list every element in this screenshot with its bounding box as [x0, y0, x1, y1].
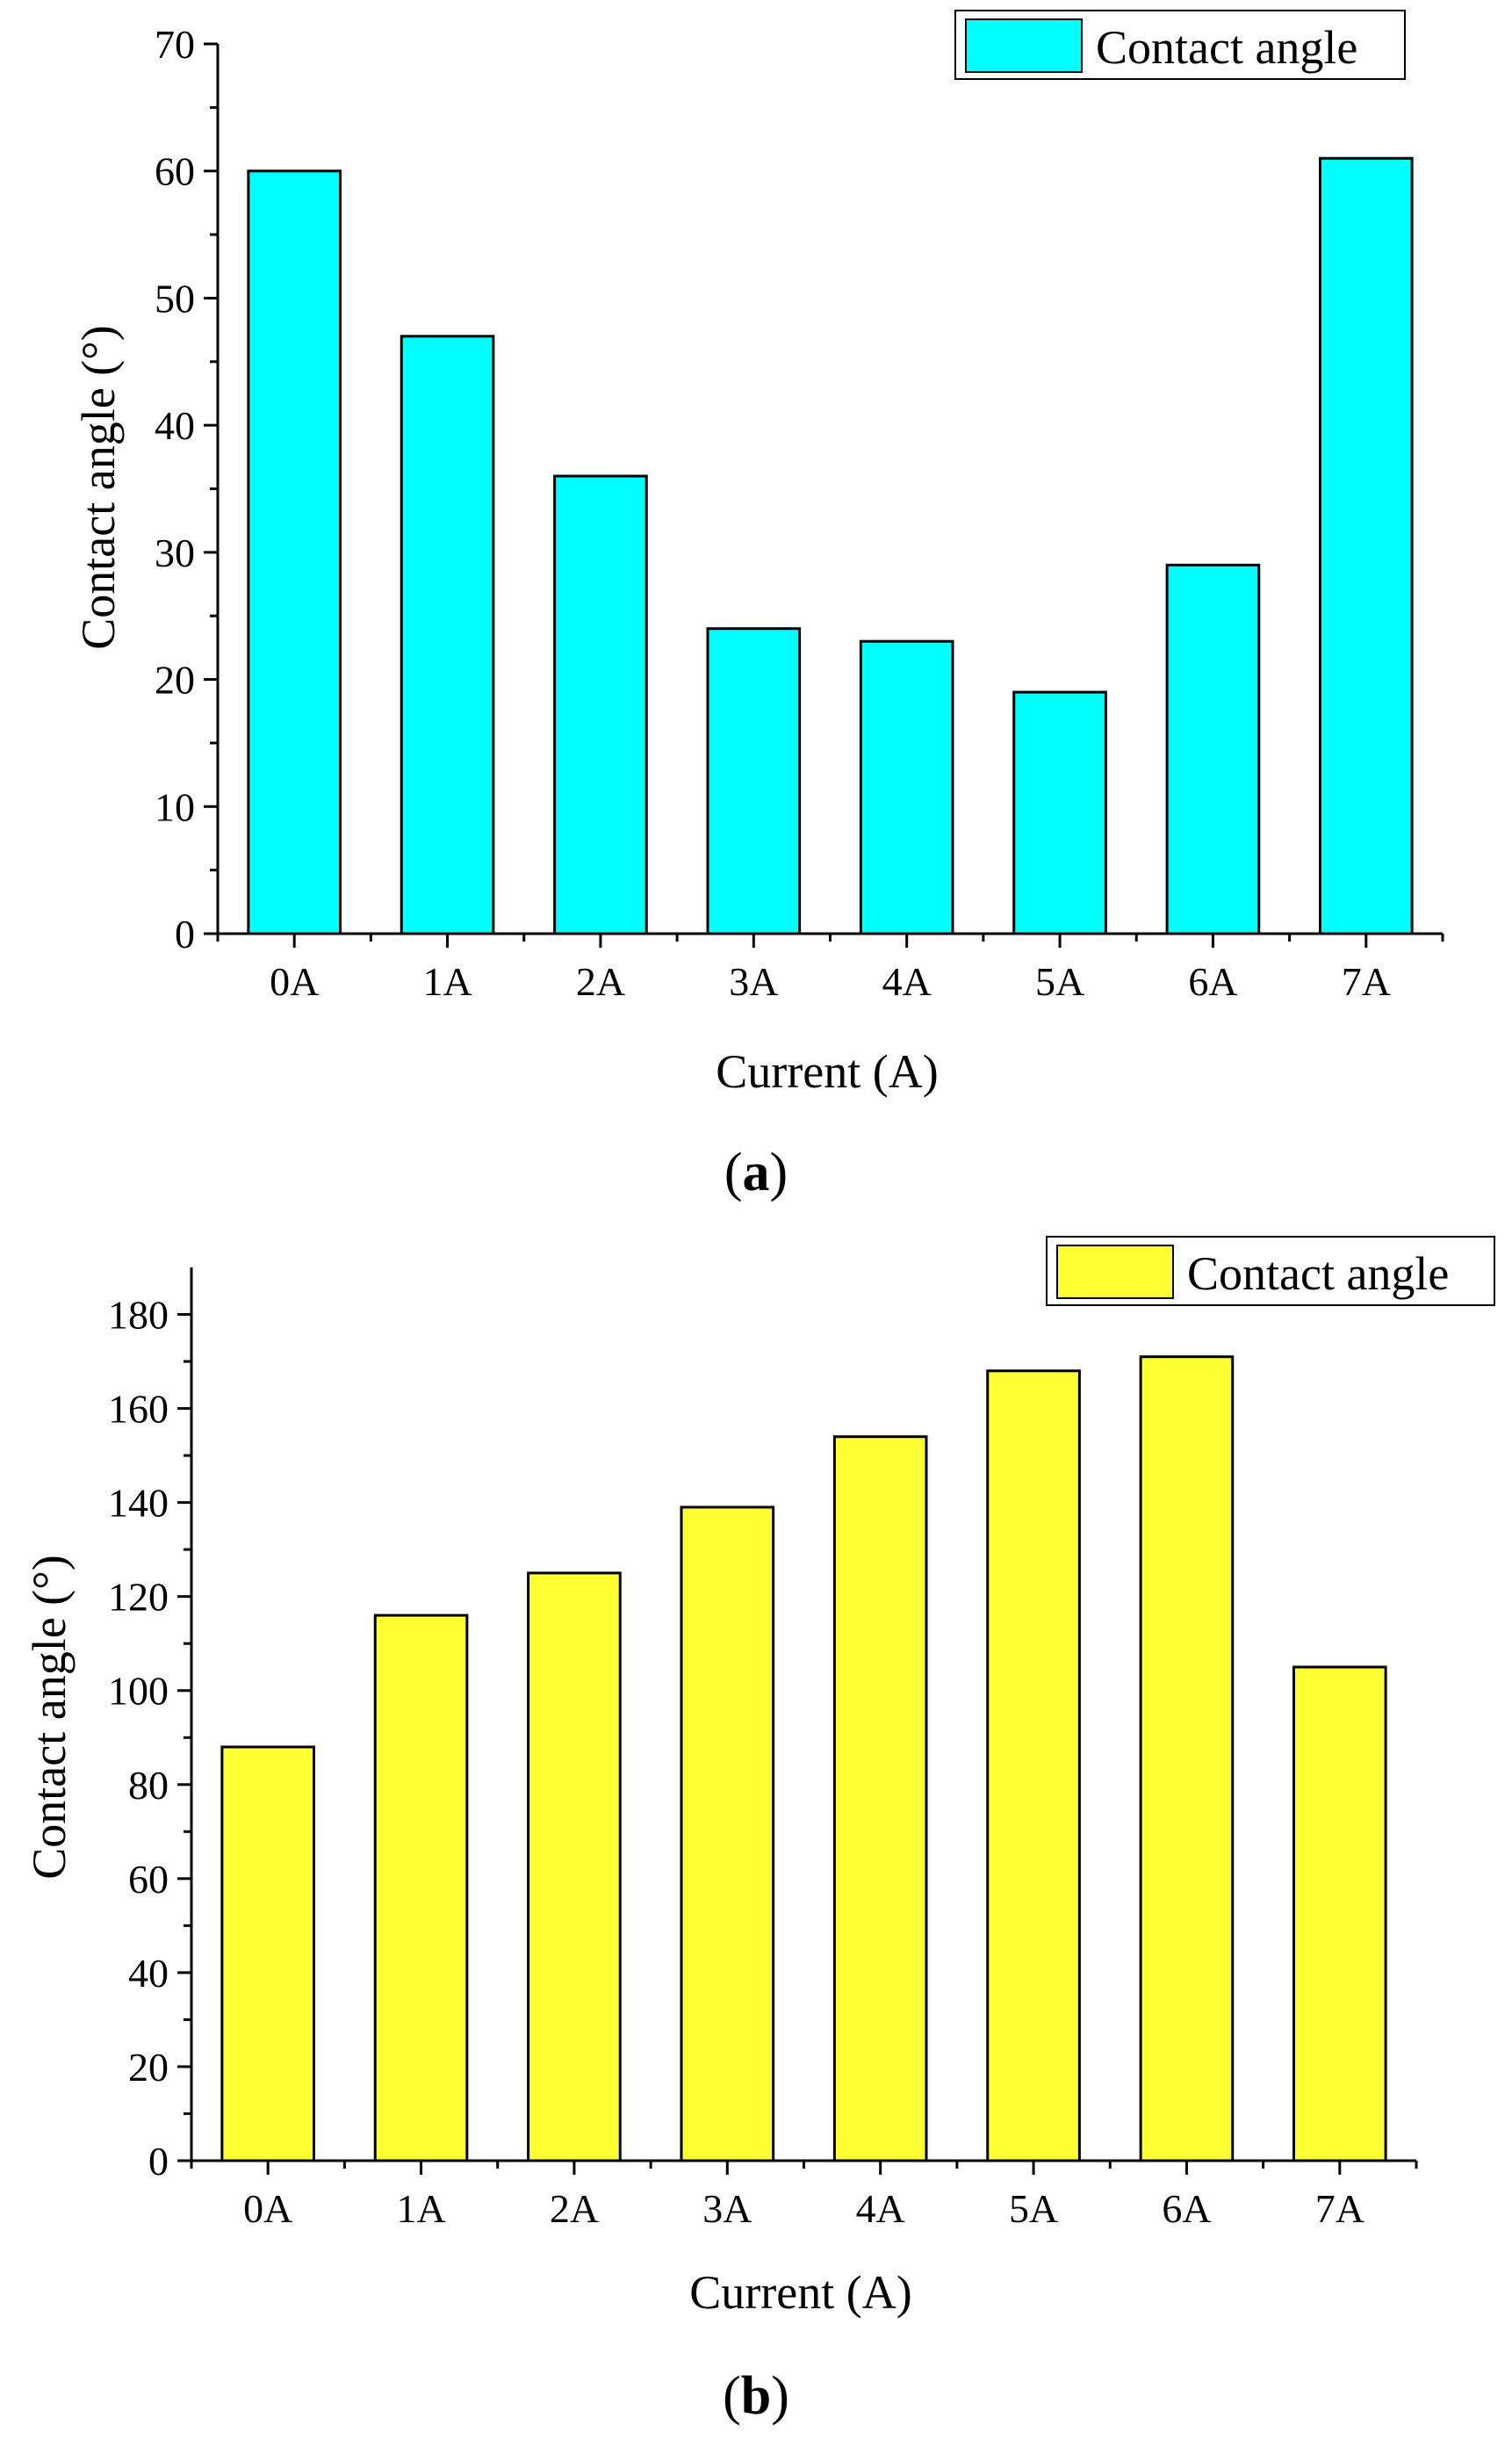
bar-b-7A — [1292, 1665, 1387, 2162]
bar-a-5A — [1012, 690, 1107, 935]
x-tick-label-a: 2A — [576, 959, 625, 1004]
x-axis-title-b: Current (A) — [689, 2266, 911, 2319]
y-tick-label-a: 20 — [155, 658, 195, 703]
x-tick-label-b: 6A — [1162, 2186, 1211, 2231]
y-tick-label-a: 60 — [155, 149, 195, 194]
y-tick-labels-b: 0 20 40 60 80 100 120 140 160 180 — [108, 1293, 169, 2184]
legend-swatch-a — [965, 18, 1083, 73]
x-tick-label-b: 3A — [702, 2186, 752, 2231]
x-tick-label-a: 6A — [1188, 959, 1237, 1004]
x-axis-title-a: Current (A) — [716, 1045, 938, 1098]
y-tick-label-b: 180 — [108, 1293, 169, 1338]
x-tick-label-b: 5A — [1009, 2186, 1058, 2231]
y-tick-label-b: 0 — [148, 2139, 169, 2184]
legend-label-a: Contact angle — [1096, 21, 1357, 74]
x-tick-label-b: 1A — [396, 2186, 445, 2231]
y-tick-label-a: 10 — [155, 784, 195, 829]
x-tick-label-a: 4A — [882, 959, 932, 1004]
bar-b-4A — [832, 1435, 928, 2162]
y-tick-label-b: 20 — [128, 2045, 169, 2090]
legend-a: Contact angle — [954, 10, 1406, 80]
x-tick-labels-b: 0A 1A 2A 3A 4A 5A 6A 7A — [243, 2186, 1364, 2231]
bar-a-6A — [1165, 563, 1261, 935]
bars-a — [247, 156, 1414, 935]
x-tick-label-b: 0A — [243, 2186, 292, 2231]
y-axis-title-b: Contact angle (°) — [23, 1555, 76, 1879]
bar-a-3A — [706, 627, 802, 935]
panel-label-b: (b) — [723, 2366, 789, 2426]
bar-b-1A — [373, 1613, 469, 2162]
bar-b-3A — [680, 1505, 775, 2162]
bar-b-2A — [527, 1571, 622, 2162]
x-tick-label-a: 3A — [729, 959, 778, 1004]
y-tick-label-a: 30 — [155, 531, 195, 575]
legend-swatch-b — [1056, 1245, 1174, 1299]
x-tick-label-a: 1A — [422, 959, 472, 1004]
bar-b-0A — [220, 1745, 315, 2162]
x-tick-label-b: 2A — [550, 2186, 599, 2231]
legend-b: Contact angle — [1046, 1236, 1495, 1306]
legend-label-b: Contact angle — [1187, 1247, 1449, 1300]
y-tick-label-b: 160 — [108, 1387, 169, 1432]
y-tick-label-b: 140 — [108, 1481, 169, 1526]
y-tick-label-b: 80 — [128, 1763, 169, 1808]
y-tick-label-a: 50 — [155, 276, 195, 321]
x-tick-label-a: 7A — [1342, 959, 1391, 1004]
bar-b-5A — [986, 1369, 1081, 2162]
x-tick-label-b: 4A — [856, 2186, 905, 2231]
bar-a-1A — [400, 335, 495, 935]
panel-letter-a: a — [743, 1143, 770, 1202]
y-axis-title-a: Contact angle (°) — [72, 325, 125, 649]
x-tick-label-a: 0A — [270, 959, 319, 1004]
x-tick-label-a: 5A — [1035, 959, 1084, 1004]
bar-a-7A — [1319, 156, 1414, 935]
bar-b-6A — [1139, 1355, 1235, 2162]
y-tick-label-b: 40 — [128, 1951, 169, 1996]
bar-a-0A — [247, 170, 342, 935]
y-tick-label-a: 0 — [175, 912, 195, 957]
chart-panel-a: 0 10 20 30 40 50 60 70 0A 1A 2A 3A 4A 5A 6A 7A Contact… — [72, 10, 1444, 1202]
y-tick-label-b: 120 — [108, 1575, 169, 1620]
bars-b — [220, 1355, 1387, 2162]
x-tick-label-b: 7A — [1315, 2186, 1364, 2231]
y-tick-label-b: 100 — [108, 1669, 169, 1714]
bar-a-2A — [553, 474, 648, 935]
y-tick-labels-a: 0 10 20 30 40 50 60 70 — [155, 22, 195, 957]
y-tick-label-a: 70 — [155, 22, 195, 67]
bar-a-4A — [859, 639, 954, 935]
y-tick-label-b: 60 — [128, 1857, 169, 1902]
chart-panel-b: 0 20 40 60 80 100 120 140 160 180 0A 1A 2A 3A 4A 5A 6A 7… — [23, 1236, 1495, 2426]
y-tick-label-a: 40 — [155, 403, 195, 448]
panel-label-a: (a) — [724, 1143, 788, 1202]
panel-letter-b: b — [741, 2366, 771, 2426]
x-tick-labels-a: 0A 1A 2A 3A 4A 5A 6A 7A — [270, 959, 1391, 1004]
